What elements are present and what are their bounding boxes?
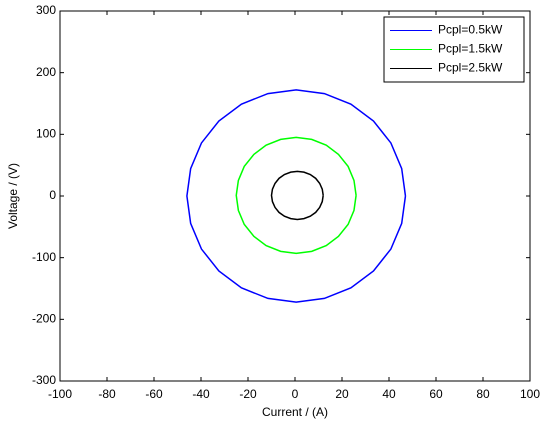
x-axis-label: Current / (A)	[262, 405, 328, 419]
y-tick-label: 300	[36, 3, 56, 17]
y-tick-label: 0	[49, 188, 56, 202]
y-axis-label: Voltage / (V)	[6, 163, 20, 229]
data-line	[235, 136, 357, 255]
x-tick-label: 60	[429, 387, 443, 401]
y-tick-label: 200	[36, 65, 56, 79]
y-tick-label: -100	[32, 250, 56, 264]
x-tick-label: 100	[520, 387, 540, 401]
x-tick-label: 80	[476, 387, 490, 401]
x-tick-label: -20	[239, 387, 257, 401]
x-tick-label: 0	[292, 387, 299, 401]
y-tick-label: -200	[32, 312, 56, 326]
legend-label: Pcpl=2.5kW	[438, 61, 503, 75]
y-tick-label: 100	[36, 127, 56, 141]
data-line	[270, 170, 324, 221]
x-tick-label: -40	[192, 387, 210, 401]
x-tick-label: 40	[382, 387, 396, 401]
data-line	[186, 89, 407, 303]
x-tick-label: -100	[48, 387, 72, 401]
x-tick-label: -60	[145, 387, 163, 401]
x-tick-label: -80	[98, 387, 116, 401]
x-tick-label: 20	[335, 387, 349, 401]
legend-label: Pcpl=0.5kW	[438, 23, 503, 37]
y-tick-label: -300	[32, 373, 56, 387]
legend-label: Pcpl=1.5kW	[438, 42, 503, 56]
